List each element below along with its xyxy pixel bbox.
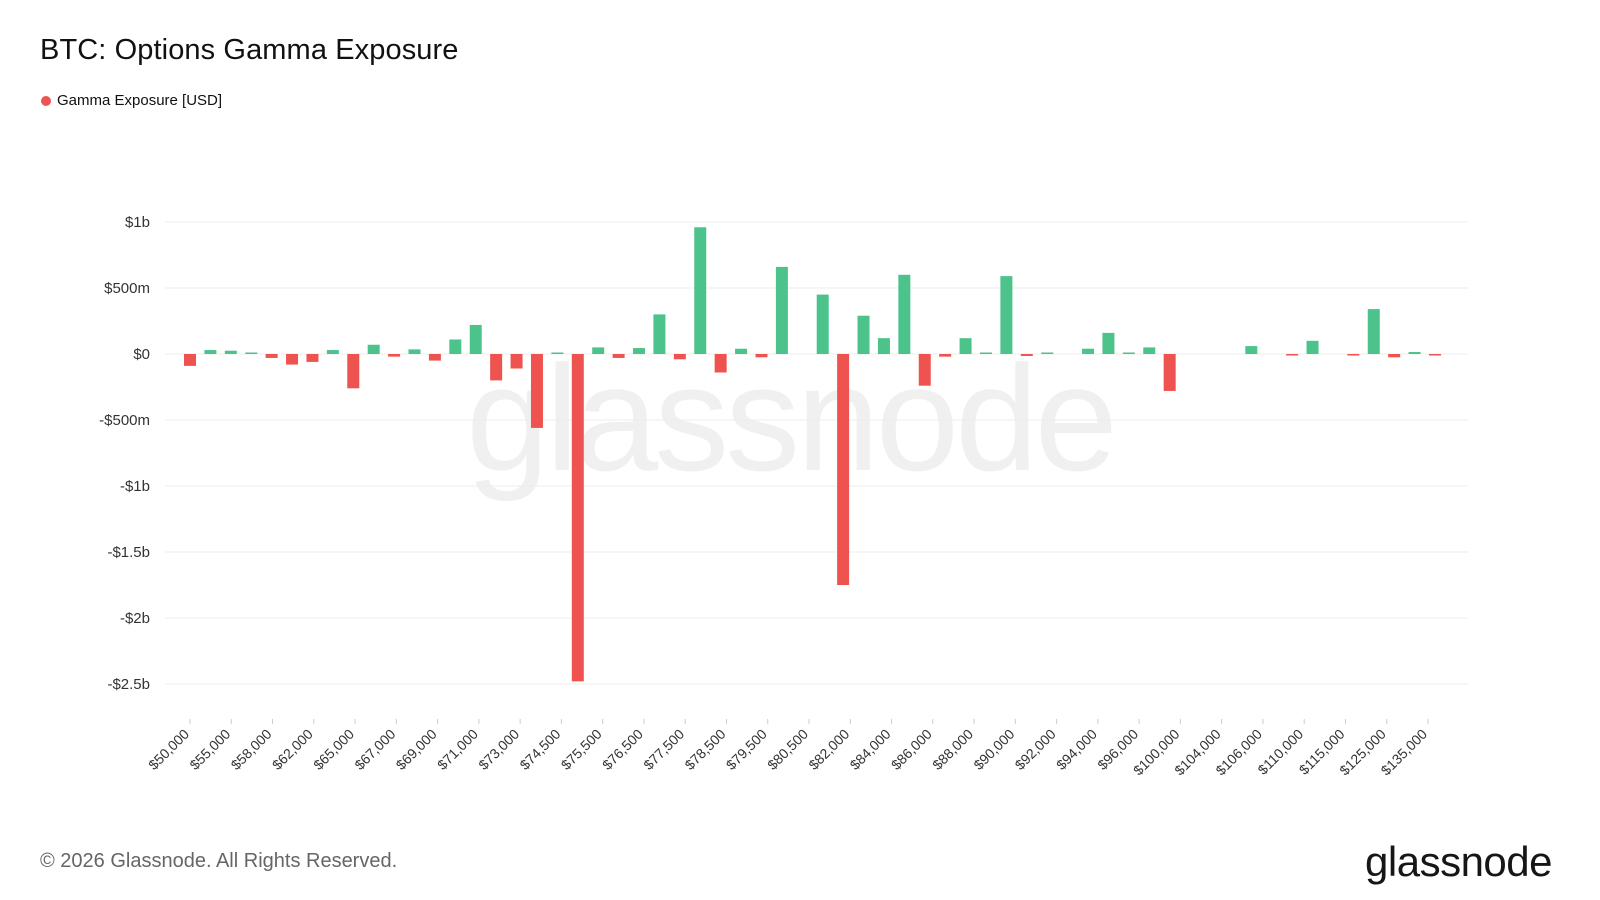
bar bbox=[204, 350, 217, 354]
y-tick-label: $500m bbox=[104, 280, 150, 297]
y-tick-label: -$1b bbox=[120, 478, 150, 495]
bars bbox=[184, 227, 1441, 682]
legend[interactable]: Gamma Exposure [USD] bbox=[41, 92, 222, 109]
x-tick-label: $94,000 bbox=[1053, 726, 1100, 773]
y-axis: $1b $500m $0 -$500m -$1b -$1.5b -$2b -$2.5b bbox=[99, 214, 150, 693]
bar bbox=[633, 348, 646, 354]
bar bbox=[1408, 352, 1421, 354]
x-tick-label: $135,000 bbox=[1378, 726, 1431, 779]
bar bbox=[979, 352, 992, 354]
bar bbox=[959, 338, 972, 354]
bar bbox=[1286, 354, 1299, 356]
bar bbox=[653, 314, 666, 354]
bar bbox=[1429, 354, 1441, 356]
bar bbox=[1000, 276, 1013, 354]
bar bbox=[428, 354, 441, 361]
x-axis: $50,000$55,000$58,000$62,000$65,000$67,0… bbox=[145, 719, 1430, 778]
x-tick-label: $90,000 bbox=[970, 726, 1017, 773]
bar bbox=[306, 354, 319, 362]
bar bbox=[673, 354, 686, 360]
bar bbox=[592, 347, 605, 354]
bar bbox=[1367, 309, 1380, 354]
x-tick-label: $92,000 bbox=[1012, 726, 1059, 773]
glassnode-logo[interactable]: glassnode bbox=[1365, 838, 1552, 885]
copyright-footer: © 2026 Glassnode. All Rights Reserved. bbox=[40, 850, 398, 872]
watermark-text: glassnode bbox=[466, 334, 1114, 502]
x-tick-label: $74,500 bbox=[516, 726, 563, 773]
bar bbox=[469, 324, 482, 354]
bar bbox=[367, 344, 380, 354]
x-tick-label: $71,000 bbox=[434, 726, 481, 773]
bar bbox=[265, 354, 278, 358]
bar bbox=[918, 354, 931, 386]
legend-label: Gamma Exposure [USD] bbox=[57, 92, 223, 109]
x-tick-label: $79,500 bbox=[723, 726, 770, 773]
bar bbox=[775, 266, 788, 354]
bar bbox=[816, 294, 829, 354]
x-tick-label: $69,000 bbox=[393, 726, 440, 773]
x-tick-label: $58,000 bbox=[228, 726, 275, 773]
bar bbox=[510, 354, 523, 369]
x-tick-label: $77,500 bbox=[640, 726, 687, 773]
x-tick-label: $65,000 bbox=[310, 726, 357, 773]
bar bbox=[714, 354, 727, 373]
x-tick-label: $62,000 bbox=[269, 726, 316, 773]
bar bbox=[1163, 354, 1176, 391]
bar bbox=[857, 315, 870, 354]
bar bbox=[877, 338, 890, 354]
bar bbox=[286, 354, 299, 365]
x-tick-label: $50,000 bbox=[145, 726, 192, 773]
bar bbox=[1245, 346, 1258, 354]
bar bbox=[1122, 352, 1135, 354]
bar bbox=[735, 348, 748, 354]
legend-dot-icon bbox=[41, 95, 51, 106]
x-tick-label: $73,000 bbox=[475, 726, 522, 773]
bar bbox=[571, 354, 584, 682]
x-tick-label: $88,000 bbox=[929, 726, 976, 773]
bar bbox=[939, 354, 952, 357]
bar bbox=[184, 354, 196, 366]
bar bbox=[245, 352, 258, 354]
y-tick-label: -$500m bbox=[99, 412, 150, 429]
bar bbox=[755, 354, 768, 358]
bar bbox=[1020, 354, 1033, 356]
bar bbox=[347, 354, 360, 389]
bar bbox=[1306, 340, 1319, 354]
bar bbox=[1388, 354, 1401, 358]
bar bbox=[551, 352, 564, 354]
y-tick-label: -$2.5b bbox=[107, 676, 150, 693]
x-tick-label: $67,000 bbox=[351, 726, 398, 773]
bar bbox=[694, 227, 707, 354]
bar bbox=[898, 274, 911, 354]
bar bbox=[326, 350, 339, 354]
x-tick-label: $76,500 bbox=[599, 726, 646, 773]
bar bbox=[1082, 348, 1095, 354]
grid-lines bbox=[165, 221, 1468, 685]
bar bbox=[1143, 347, 1156, 354]
x-tick-label: $75,500 bbox=[558, 726, 605, 773]
x-tick-label: $84,000 bbox=[847, 726, 894, 773]
bar bbox=[530, 354, 543, 428]
chart-title: BTC: Options Gamma Exposure bbox=[40, 34, 459, 66]
x-tick-label: $86,000 bbox=[888, 726, 935, 773]
x-tick-label: $82,000 bbox=[805, 726, 852, 773]
y-tick-label: -$2b bbox=[120, 610, 150, 627]
bar bbox=[408, 349, 421, 354]
y-tick-label: -$1.5b bbox=[107, 544, 150, 561]
bar bbox=[1041, 352, 1054, 354]
y-tick-label: $1b bbox=[125, 214, 150, 231]
x-tick-label: $55,000 bbox=[186, 726, 233, 773]
bar bbox=[449, 339, 462, 354]
x-tick-label: $80,500 bbox=[764, 726, 811, 773]
bar bbox=[224, 350, 237, 354]
y-tick-label: $0 bbox=[133, 346, 150, 363]
bar bbox=[612, 354, 625, 358]
bar bbox=[388, 354, 401, 357]
x-tick-label: $78,500 bbox=[681, 726, 728, 773]
bar bbox=[1347, 354, 1360, 356]
bar bbox=[490, 354, 503, 381]
bar bbox=[1102, 332, 1115, 354]
bar bbox=[837, 354, 850, 585]
